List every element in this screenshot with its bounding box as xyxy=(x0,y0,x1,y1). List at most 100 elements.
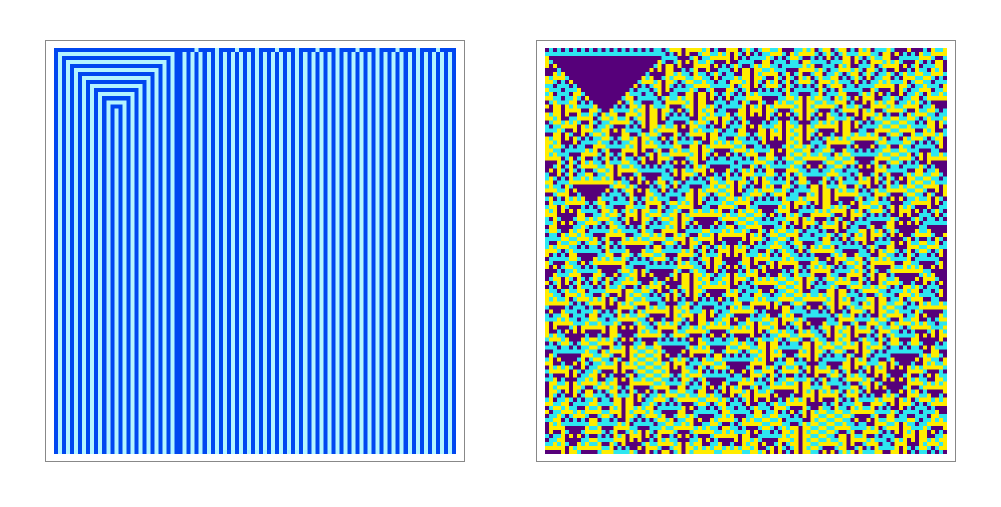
cell-run xyxy=(267,52,272,57)
cell-run xyxy=(423,64,428,69)
cell-run xyxy=(86,148,91,153)
cell-run xyxy=(291,88,296,93)
cell-run xyxy=(331,204,336,209)
cell-run xyxy=(343,64,348,69)
cell-run xyxy=(94,204,99,209)
cell-run xyxy=(279,257,284,262)
cell-run xyxy=(447,68,452,73)
cell-run xyxy=(367,240,372,245)
cell-run xyxy=(331,208,336,213)
cell-run xyxy=(331,156,336,161)
cell-run xyxy=(130,204,135,209)
cell-run xyxy=(427,148,432,153)
cell-run xyxy=(339,120,344,125)
cell-run xyxy=(351,216,356,221)
cell-run xyxy=(74,224,79,229)
cell-run xyxy=(419,257,424,262)
cell-run xyxy=(170,240,175,245)
cell-run xyxy=(202,136,207,141)
cell-run xyxy=(331,104,336,109)
cell-run xyxy=(142,204,147,209)
cell-run xyxy=(383,108,388,113)
cell-run xyxy=(198,84,203,89)
cell-run xyxy=(110,224,115,229)
cell-run xyxy=(74,236,79,241)
cell-run xyxy=(451,196,456,201)
cell-run xyxy=(190,124,195,129)
cell-run xyxy=(371,184,376,189)
cell-run xyxy=(102,180,107,185)
cell-run xyxy=(90,180,95,185)
cell-run xyxy=(210,60,215,65)
cell-run xyxy=(122,176,127,181)
cell-run xyxy=(411,200,416,205)
cell-run xyxy=(158,232,163,237)
cell-run xyxy=(311,64,316,69)
cell-run xyxy=(263,249,268,254)
cell-run xyxy=(283,100,288,105)
cell-run xyxy=(78,140,83,145)
cell-run xyxy=(134,176,139,181)
cell-run xyxy=(146,180,151,185)
cell-run xyxy=(138,100,143,105)
cell-run xyxy=(118,164,123,169)
cell-run xyxy=(250,208,255,213)
cell-run xyxy=(367,132,372,137)
cell-run xyxy=(242,108,247,113)
cell-run xyxy=(355,249,360,254)
cell-run xyxy=(94,180,99,185)
cell-run xyxy=(66,96,71,101)
cell-run xyxy=(90,164,95,169)
cell-run xyxy=(130,236,135,241)
cell-run xyxy=(447,168,452,173)
cell-run xyxy=(263,80,268,85)
cell-run xyxy=(78,188,83,193)
cell-run xyxy=(246,56,251,61)
cell-run xyxy=(66,112,71,117)
cell-run xyxy=(146,124,151,129)
cell-run xyxy=(255,160,260,165)
cell-run xyxy=(359,168,364,173)
cell-run xyxy=(170,249,175,254)
cell-run xyxy=(327,172,332,177)
cell-run xyxy=(218,116,223,121)
cell-run xyxy=(130,136,135,141)
cell-run xyxy=(315,200,320,205)
cell-run xyxy=(110,124,115,129)
cell-run xyxy=(110,108,115,113)
cell-run xyxy=(226,220,231,225)
cell-run xyxy=(311,172,316,177)
cell-run xyxy=(319,188,324,193)
cell-run xyxy=(347,184,352,189)
cell-run xyxy=(451,104,456,109)
cell-run xyxy=(86,156,91,161)
cell-run xyxy=(70,216,75,221)
cell-run xyxy=(194,164,199,169)
cell-run xyxy=(295,132,300,137)
cell-run xyxy=(102,160,107,165)
cell-run xyxy=(315,136,320,141)
cell-run xyxy=(86,160,91,165)
cell-run xyxy=(70,204,75,209)
cell-run xyxy=(275,200,280,205)
cell-run xyxy=(347,120,352,125)
cell-run xyxy=(391,148,396,153)
cell-run xyxy=(343,132,348,137)
cell-run xyxy=(443,64,448,69)
cell-run xyxy=(407,156,412,161)
cell-run xyxy=(230,216,235,221)
cell-run xyxy=(395,164,400,169)
cell-run xyxy=(210,88,215,93)
cell-run xyxy=(351,136,356,141)
cell-run xyxy=(226,80,231,85)
cell-run xyxy=(363,68,368,73)
cell-run xyxy=(415,84,420,89)
cell-run xyxy=(423,56,428,61)
cell-run xyxy=(214,208,219,213)
cell-run xyxy=(94,220,99,225)
cell-run xyxy=(423,104,428,109)
cell-run xyxy=(78,164,83,169)
cell-run xyxy=(283,188,288,193)
cell-run xyxy=(110,196,115,201)
